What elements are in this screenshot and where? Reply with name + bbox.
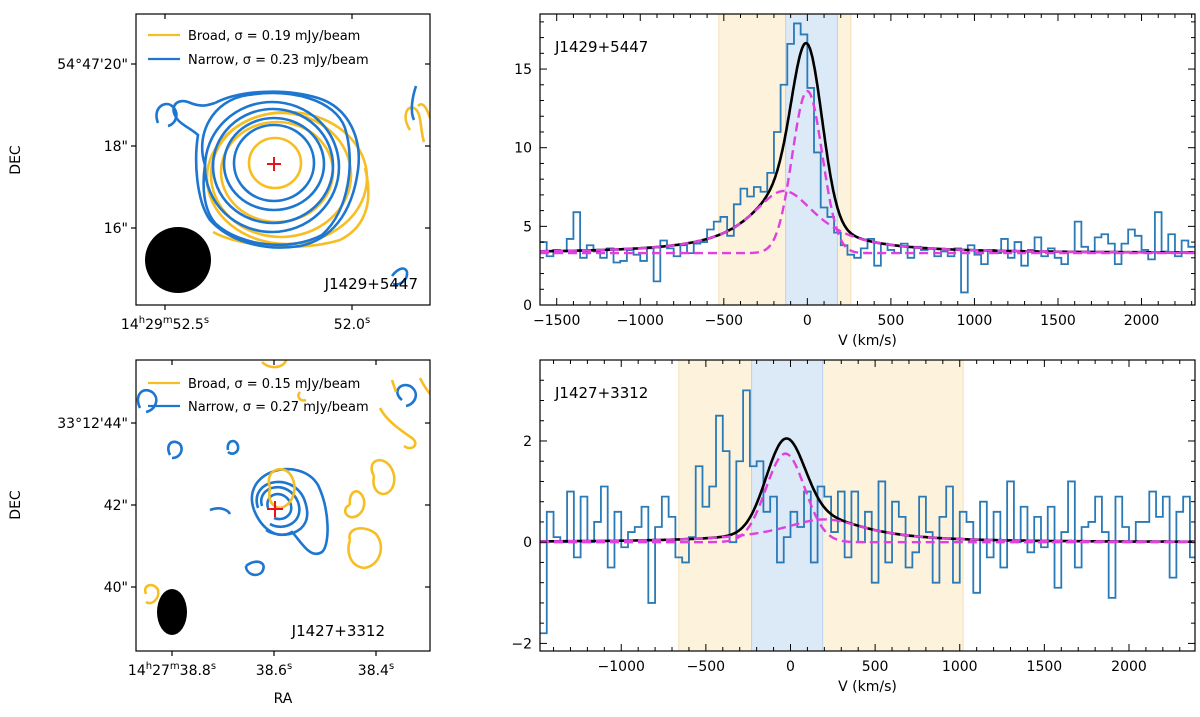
narrow-contour — [211, 107, 335, 225]
x-axis-label: V (km/s) — [838, 333, 897, 349]
contour-panel-top: 54°47'20" 18" 16" 14h29m52.5s 52.0s DEC … — [8, 13, 431, 333]
plot-frame — [539, 359, 1196, 652]
x-tick-label: 0 — [803, 313, 812, 329]
source-label: J1429+5447 — [554, 38, 648, 56]
beam-ellipse-bottom — [157, 589, 187, 635]
x-tick-label: −1000 — [598, 659, 645, 675]
broad-contour — [390, 379, 398, 393]
broad-component-line — [540, 518, 1195, 543]
narrow-contour — [396, 383, 418, 408]
spectrum-panel-top: −1500 −1000 −500 0 500 1000 1500 2000 0 5 10 15 V (k… — [514, 13, 1196, 349]
x-tick-label: 1500 — [1027, 659, 1063, 675]
broad-contour — [347, 527, 383, 570]
narrow-contour — [260, 485, 301, 529]
ra-tick-label: 14h29m52.5s — [121, 315, 209, 333]
contour-panel-top-frame — [135, 13, 431, 306]
broad-contour — [418, 377, 430, 396]
x-tick-label: 2000 — [1111, 659, 1147, 675]
source-label: J1429+5447 — [324, 275, 418, 293]
ra-tick-label: 38.6s — [256, 661, 292, 679]
contour-top-ticks — [131, 14, 430, 310]
broad-contour — [247, 136, 303, 190]
broad-contour — [343, 490, 366, 519]
x-tick-label: −1500 — [533, 313, 580, 329]
broad-contour — [261, 360, 288, 369]
y-tick-label: 10 — [514, 141, 532, 157]
broad-contour — [143, 583, 160, 605]
narrow-contour — [232, 123, 316, 203]
source-label: J1427+3312 — [291, 622, 385, 640]
dec-tick-label: 40" — [104, 580, 128, 596]
broad-contour — [370, 458, 396, 496]
legend-top: Broad, σ = 0.19 mJy/beam Narrow, σ = 0.2… — [148, 29, 369, 68]
x-tick-label: 0 — [786, 659, 795, 675]
broad-contours-bottom — [143, 360, 430, 605]
dec-axis-label: DEC — [8, 145, 24, 175]
plot-frame — [539, 13, 1196, 306]
y-tick-label: 15 — [514, 62, 532, 78]
dec-tick-label: 18" — [104, 139, 128, 155]
contour-panel-bottom: 33°12'44" 42" 40" 14h27m38.8s 38.6s 38.4… — [8, 359, 431, 707]
source-label: J1427+3312 — [554, 384, 648, 402]
narrow-contour — [136, 388, 158, 414]
broad-component-line — [540, 189, 1195, 254]
legend-label-narrow: Narrow, σ = 0.23 mJy/beam — [188, 53, 369, 68]
narrow-contour — [155, 102, 178, 128]
x-axis-label: V (km/s) — [838, 679, 897, 695]
legend-label-broad: Broad, σ = 0.19 mJy/beam — [188, 29, 360, 44]
y-tick-label: 0 — [523, 535, 532, 551]
narrow-contour — [390, 267, 409, 286]
x-tick-label: −500 — [687, 659, 725, 675]
legend-label-narrow: Narrow, σ = 0.27 mJy/beam — [188, 400, 369, 415]
narrow-contour — [167, 440, 183, 460]
spectrum-panel-bottom: −1000 −500 0 500 1000 1500 2000 −2 0 2 V (km/s) J14… — [511, 359, 1196, 695]
dec-axis-label: DEC — [8, 490, 24, 520]
plot-area — [540, 360, 1195, 651]
broad-contour — [404, 106, 426, 143]
beam-ellipse-top — [145, 227, 211, 293]
dec-tick-label: 42" — [104, 498, 128, 514]
dec-tick-label: 16" — [104, 221, 128, 237]
broad-contour — [267, 467, 296, 510]
x-tick-label: 1000 — [942, 659, 978, 675]
ra-axis-label: RA — [274, 691, 293, 707]
narrow-contour — [244, 560, 265, 577]
x-tick-label: 1500 — [1040, 313, 1076, 329]
narrow-contours-top — [155, 85, 418, 286]
plot-area — [540, 14, 1195, 305]
contour-bottom-ticks — [131, 360, 430, 656]
y-tick-label: 0 — [523, 298, 532, 314]
spectrum-histogram — [540, 389, 1195, 635]
source-marker-bottom — [267, 501, 283, 517]
source-marker-top — [267, 157, 281, 171]
legend-bottom: Broad, σ = 0.15 mJy/beam Narrow, σ = 0.2… — [148, 377, 369, 415]
narrow-component-line — [540, 89, 1195, 255]
y-tick-label: 5 — [523, 219, 532, 235]
narrow-contour — [200, 91, 352, 247]
ra-tick-label: 52.0s — [334, 315, 370, 333]
broad-contour — [378, 407, 417, 450]
x-tick-label: 500 — [862, 659, 889, 675]
ra-tick-label: 14h27m38.8s — [128, 661, 216, 679]
narrow-contour — [410, 85, 418, 121]
legend-label-broad: Broad, σ = 0.15 mJy/beam — [188, 377, 360, 392]
narrow-contour — [136, 478, 137, 480]
narrow-contour — [226, 439, 240, 455]
narrow-contour — [222, 116, 326, 212]
x-tick-label: 2000 — [1124, 313, 1160, 329]
y-tick-label: 2 — [523, 434, 532, 450]
ra-tick-label: 38.4s — [358, 661, 394, 679]
total-fit-line — [540, 41, 1195, 254]
x-tick-label: 500 — [878, 313, 905, 329]
x-tick-label: 1000 — [957, 313, 993, 329]
narrow-contour — [209, 507, 232, 515]
y-tick-label: −2 — [511, 636, 532, 652]
broad-contour — [297, 391, 307, 402]
x-tick-label: −500 — [705, 313, 743, 329]
dec-tick-label: 33°12'44" — [57, 416, 128, 432]
x-tick-label: −1000 — [617, 313, 664, 329]
dec-tick-label: 54°47'20" — [57, 57, 128, 73]
